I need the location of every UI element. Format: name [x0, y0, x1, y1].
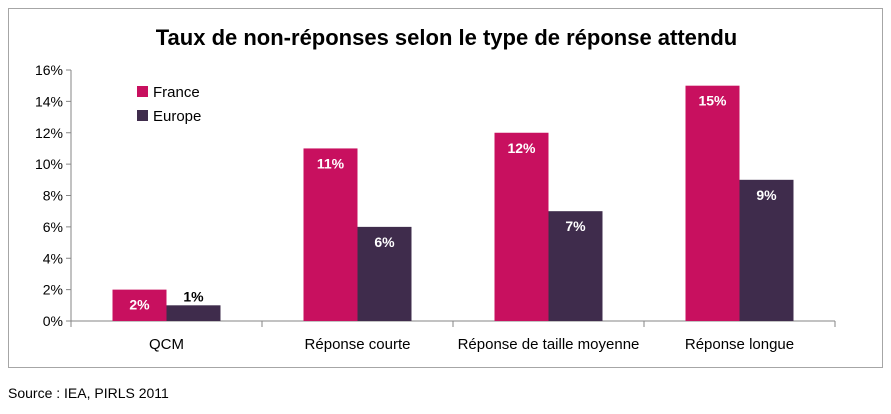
data-label: 9% [756, 187, 777, 203]
y-tick-label: 6% [43, 219, 63, 235]
data-label: 11% [317, 155, 345, 171]
data-label: 7% [565, 218, 586, 234]
bar-france [112, 289, 167, 321]
category-label: Réponse courte [305, 336, 411, 353]
legend-swatch [137, 110, 148, 121]
legend-swatch [137, 86, 148, 97]
chart-frame: Taux de non-réponses selon le type de ré… [8, 8, 883, 368]
data-label: 12% [507, 140, 536, 156]
category-label: Réponse longue [685, 336, 794, 353]
y-tick-label: 4% [43, 250, 63, 266]
y-tick-label: 16% [35, 62, 63, 78]
y-tick-label: 0% [43, 313, 63, 329]
bar-france [303, 148, 358, 321]
bar-france [685, 85, 740, 321]
bar-europe [357, 226, 412, 321]
legend-label: Europe [153, 108, 201, 125]
y-tick-label: 2% [43, 282, 63, 298]
legend-label: France [153, 84, 200, 101]
data-label: 6% [374, 234, 395, 250]
category-label: QCM [149, 336, 184, 353]
y-tick-label: 10% [35, 156, 63, 172]
source-note: Source : IEA, PIRLS 2011 [8, 385, 169, 401]
data-label: 1% [183, 288, 204, 304]
chart-title: Taux de non-réponses selon le type de ré… [155, 25, 738, 50]
category-label: Réponse de taille moyenne [458, 336, 640, 353]
y-tick-label: 8% [43, 188, 63, 204]
y-tick-label: 14% [35, 93, 63, 109]
bar-chart: 0% 2% 4% 6% 8% 10% 12% 14% 16% 2% 1% QCM 11% 6% Répons… [35, 62, 836, 353]
data-label: 15% [698, 93, 727, 109]
data-label: 2% [129, 297, 150, 313]
bar-europe [739, 179, 794, 321]
bar-europe [166, 305, 221, 321]
bar-europe [548, 211, 603, 321]
bar-france [494, 132, 549, 321]
y-tick-label: 12% [35, 125, 63, 141]
